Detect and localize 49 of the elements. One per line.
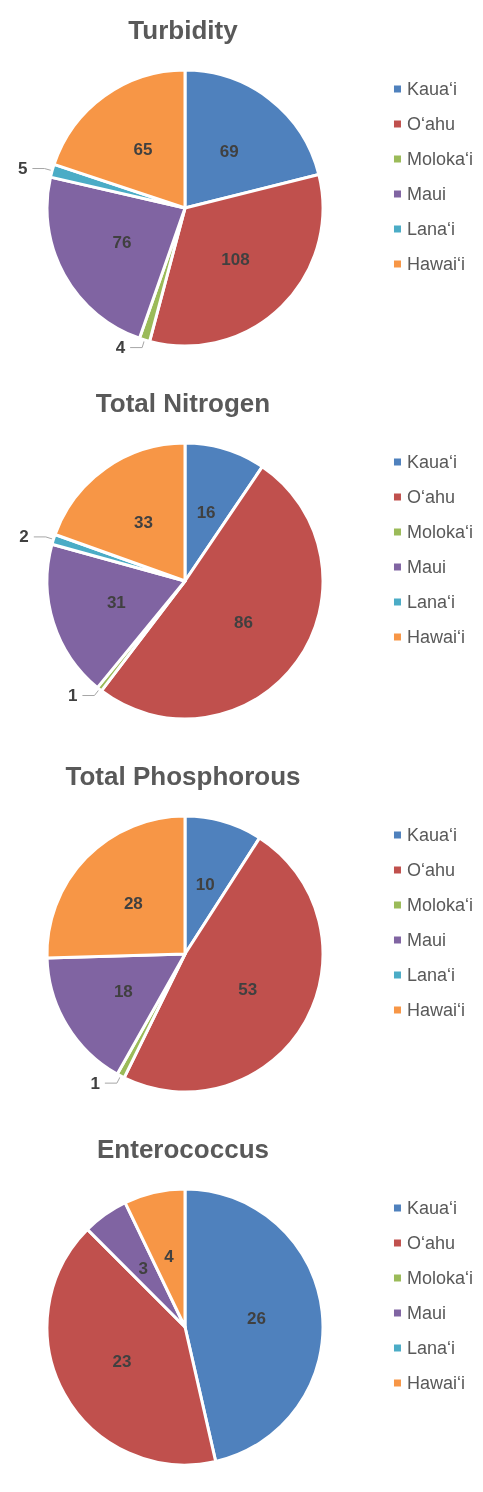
data-label: 2 — [19, 527, 29, 547]
legend-label: Kaua‘i — [406, 1198, 458, 1218]
data-label: 108 — [221, 249, 250, 269]
chart-title: Total Nitrogen — [95, 388, 271, 418]
legend-label: Kaua‘i — [406, 825, 458, 845]
data-label: 53 — [238, 979, 258, 999]
data-label: 16 — [196, 502, 216, 522]
legend-label: Kaua‘i — [406, 452, 458, 472]
legend-label: Maui — [406, 930, 446, 950]
legend-label: Moloka‘i — [406, 1268, 474, 1288]
legend-label: Hawai‘i — [406, 1000, 466, 1020]
chart-title: Total Phosphorous — [65, 761, 301, 791]
data-label: 1 — [67, 686, 78, 706]
legend-label: Hawai‘i — [406, 254, 466, 274]
data-label: 10 — [195, 875, 215, 895]
data-label: 33 — [134, 512, 154, 532]
legend-label: O‘ahu — [406, 114, 456, 134]
chart-title: Enterococcus — [97, 1134, 269, 1164]
legend-label: Lana‘i — [406, 1338, 456, 1358]
legend-label: Hawai‘i — [406, 1373, 466, 1393]
legend-label: O‘ahu — [406, 1233, 456, 1253]
legend-label: O‘ahu — [406, 487, 456, 507]
data-label: 76 — [112, 233, 132, 253]
legend-label: Hawai‘i — [406, 627, 466, 647]
chart-title: Turbidity — [128, 15, 239, 45]
data-label: 23 — [112, 1352, 132, 1372]
legend-label: Moloka‘i — [406, 895, 474, 915]
legend-label: Lana‘i — [406, 592, 456, 612]
data-label: 65 — [133, 140, 153, 160]
legend-label: Lana‘i — [406, 219, 456, 239]
data-label: 26 — [247, 1309, 267, 1329]
legend-label: Moloka‘i — [406, 149, 474, 169]
legend-label: Lana‘i — [406, 965, 456, 985]
data-label: 18 — [113, 981, 133, 1001]
data-label: 28 — [123, 894, 143, 914]
legend-label: Moloka‘i — [406, 522, 474, 542]
legend-label: Kaua‘i — [406, 79, 458, 99]
legend-label: Maui — [406, 184, 446, 204]
data-label: 5 — [17, 159, 28, 179]
data-label: 1 — [90, 1073, 100, 1093]
data-label: 31 — [106, 593, 126, 613]
data-label: 69 — [219, 141, 239, 161]
legend-label: Maui — [406, 1303, 446, 1323]
legend-label: O‘ahu — [406, 860, 456, 880]
data-label: 3 — [138, 1258, 149, 1278]
data-label: 86 — [234, 613, 253, 633]
legend-label: Maui — [406, 557, 446, 577]
data-label: 4 — [115, 338, 126, 358]
data-label: 4 — [164, 1247, 175, 1267]
